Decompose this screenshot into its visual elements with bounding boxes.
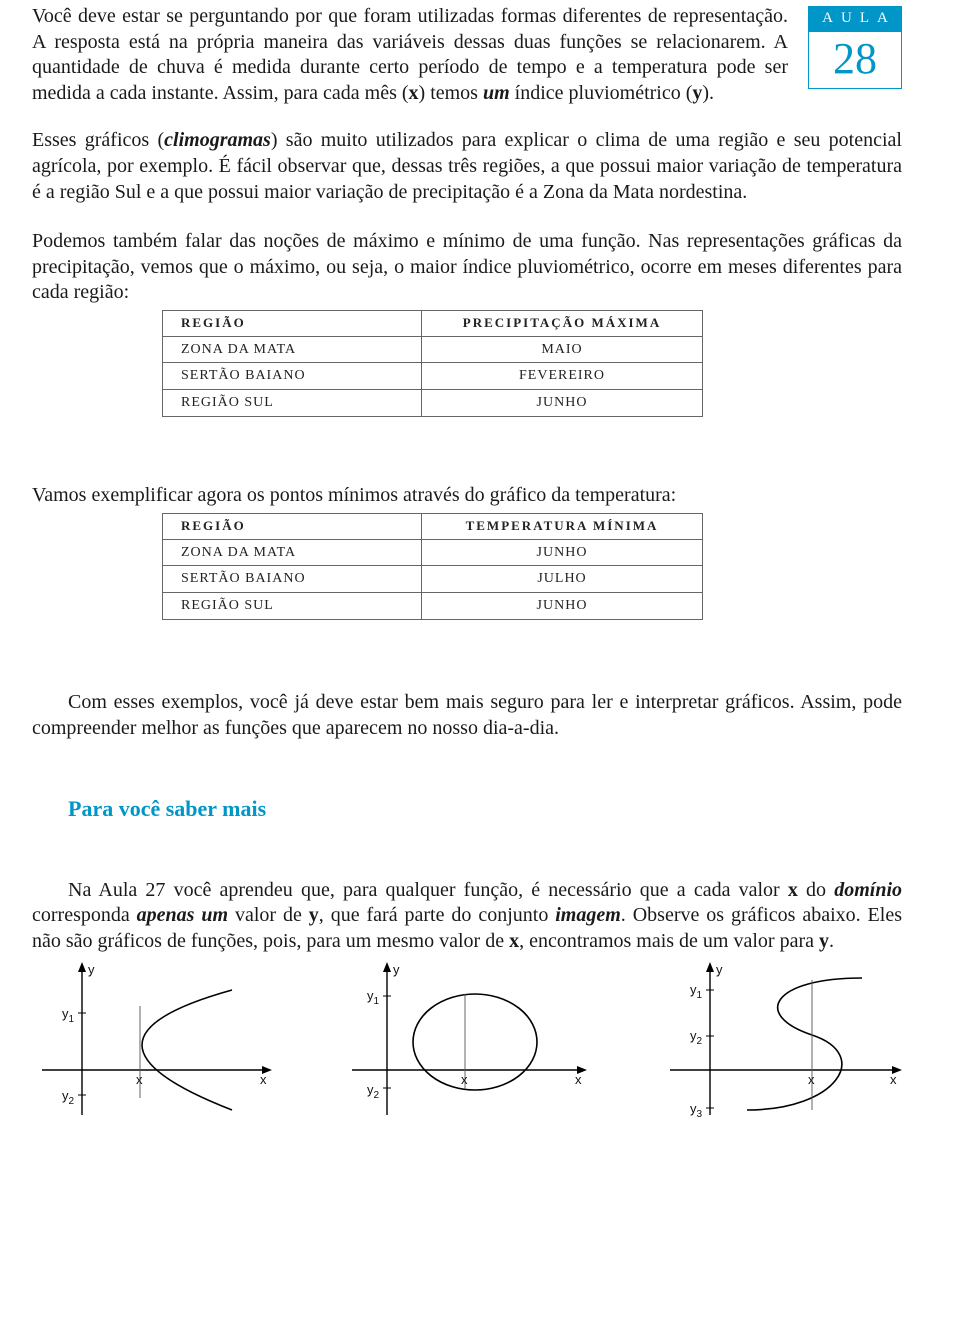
emph-apenas-um: apenas um bbox=[137, 904, 228, 926]
axis-label-x: x bbox=[808, 1072, 815, 1087]
paragraph-5: Na Aula 27 você aprendeu que, para qualq… bbox=[32, 878, 902, 955]
var-x: x bbox=[509, 930, 519, 952]
table-cell: SERTÃO BAIANO bbox=[163, 566, 422, 593]
axis-label-y: y bbox=[716, 962, 723, 977]
y-mark: y3 bbox=[690, 1101, 703, 1120]
paragraph-3: Vamos exemplificar agora os pontos mínim… bbox=[32, 483, 902, 509]
text: , encontramos mais de um valor para bbox=[519, 930, 819, 952]
emph-imagem: imagem bbox=[555, 904, 621, 926]
lesson-badge: AULA 28 bbox=[808, 6, 902, 89]
table-cell: SERTÃO BAIANO bbox=[163, 363, 422, 390]
table-cell: JUNHO bbox=[422, 539, 703, 566]
y-mark: y2 bbox=[62, 1088, 75, 1107]
axis-label-x: x bbox=[260, 1072, 267, 1087]
var-x: x bbox=[788, 879, 798, 901]
table-cell: JULHO bbox=[422, 566, 703, 593]
non-function-graphs: y x x y1 y2 y x x y1 y2 bbox=[32, 960, 912, 1120]
table-cell: JUNHO bbox=[422, 390, 703, 417]
table-row: SERTÃO BAIANO FEVEREIRO bbox=[163, 363, 703, 390]
axis-label-x: x bbox=[575, 1072, 582, 1087]
graph-ellipse: y x x y1 y2 bbox=[347, 960, 597, 1120]
table-cell: ZONA DA MATA bbox=[163, 336, 422, 363]
table-cell: ZONA DA MATA bbox=[163, 539, 422, 566]
text: do bbox=[798, 879, 834, 901]
text: ) temos bbox=[419, 82, 483, 104]
table-row: REGIÃO SUL JUNHO bbox=[163, 390, 703, 417]
table-row: SERTÃO BAIANO JULHO bbox=[163, 566, 703, 593]
table-cell: JUNHO bbox=[422, 593, 703, 620]
axis-label-x: x bbox=[461, 1072, 468, 1087]
axis-label-x: x bbox=[136, 1072, 143, 1087]
text: Esses gráficos ( bbox=[32, 129, 164, 151]
table-row: ZONA DA MATA MAIO bbox=[163, 336, 703, 363]
y-mark: y2 bbox=[367, 1082, 380, 1101]
paragraph-1a: Você deve estar se perguntando por que f… bbox=[32, 4, 788, 106]
table-cell: REGIÃO SUL bbox=[163, 390, 422, 417]
graph-parabola: y x x y1 y2 bbox=[32, 960, 282, 1120]
y-mark: y1 bbox=[367, 988, 380, 1007]
var-y: y bbox=[309, 904, 319, 926]
section-heading: Para você saber mais bbox=[68, 795, 902, 823]
table-header: REGIÃO bbox=[163, 310, 422, 336]
text: corresponda bbox=[32, 904, 137, 926]
emph-um: um bbox=[483, 82, 510, 104]
text: valor de bbox=[228, 904, 309, 926]
var-y: y bbox=[819, 930, 829, 952]
text: . bbox=[829, 930, 834, 952]
emph-climogramas: climogramas bbox=[164, 129, 271, 151]
var-x: x bbox=[409, 82, 419, 104]
paragraph-2: Podemos também falar das noções de máxim… bbox=[32, 229, 902, 306]
table-temp-min: REGIÃO TEMPERATURA MÍNIMA ZONA DA MATA J… bbox=[162, 513, 902, 620]
lesson-badge-number: 28 bbox=[808, 31, 902, 89]
table-header: TEMPERATURA MÍNIMA bbox=[422, 513, 703, 539]
y-mark: y1 bbox=[690, 982, 703, 1001]
graph-s-curve: y x x y1 y2 y3 bbox=[662, 960, 912, 1120]
table-row: ZONA DA MATA JUNHO bbox=[163, 539, 703, 566]
table-cell: FEVEREIRO bbox=[422, 363, 703, 390]
paragraph-4: Com esses exemplos, você já deve estar b… bbox=[32, 690, 902, 741]
emph-dominio: domínio bbox=[834, 879, 902, 901]
table-header: REGIÃO bbox=[163, 513, 422, 539]
text: Na Aula 27 você aprendeu que, para qualq… bbox=[68, 879, 788, 901]
text: ). bbox=[702, 82, 714, 104]
lesson-badge-label: AULA bbox=[808, 6, 902, 31]
axis-label-y: y bbox=[88, 962, 95, 977]
y-mark: y2 bbox=[690, 1028, 703, 1047]
table-header: PRECIPITAÇÃO MÁXIMA bbox=[422, 310, 703, 336]
y-mark: y1 bbox=[62, 1006, 75, 1025]
var-y: y bbox=[692, 82, 702, 104]
paragraph-1b: Esses gráficos (climogramas) são muito u… bbox=[32, 128, 902, 205]
text: , que fará parte do conjunto bbox=[319, 904, 555, 926]
table-cell: REGIÃO SUL bbox=[163, 593, 422, 620]
table-precip-max: REGIÃO PRECIPITAÇÃO MÁXIMA ZONA DA MATA … bbox=[162, 310, 902, 417]
table-row: REGIÃO SUL JUNHO bbox=[163, 593, 703, 620]
table-cell: MAIO bbox=[422, 336, 703, 363]
axis-label-y: y bbox=[393, 962, 400, 977]
axis-label-x: x bbox=[890, 1072, 897, 1087]
text: índice pluviométrico ( bbox=[510, 82, 693, 104]
